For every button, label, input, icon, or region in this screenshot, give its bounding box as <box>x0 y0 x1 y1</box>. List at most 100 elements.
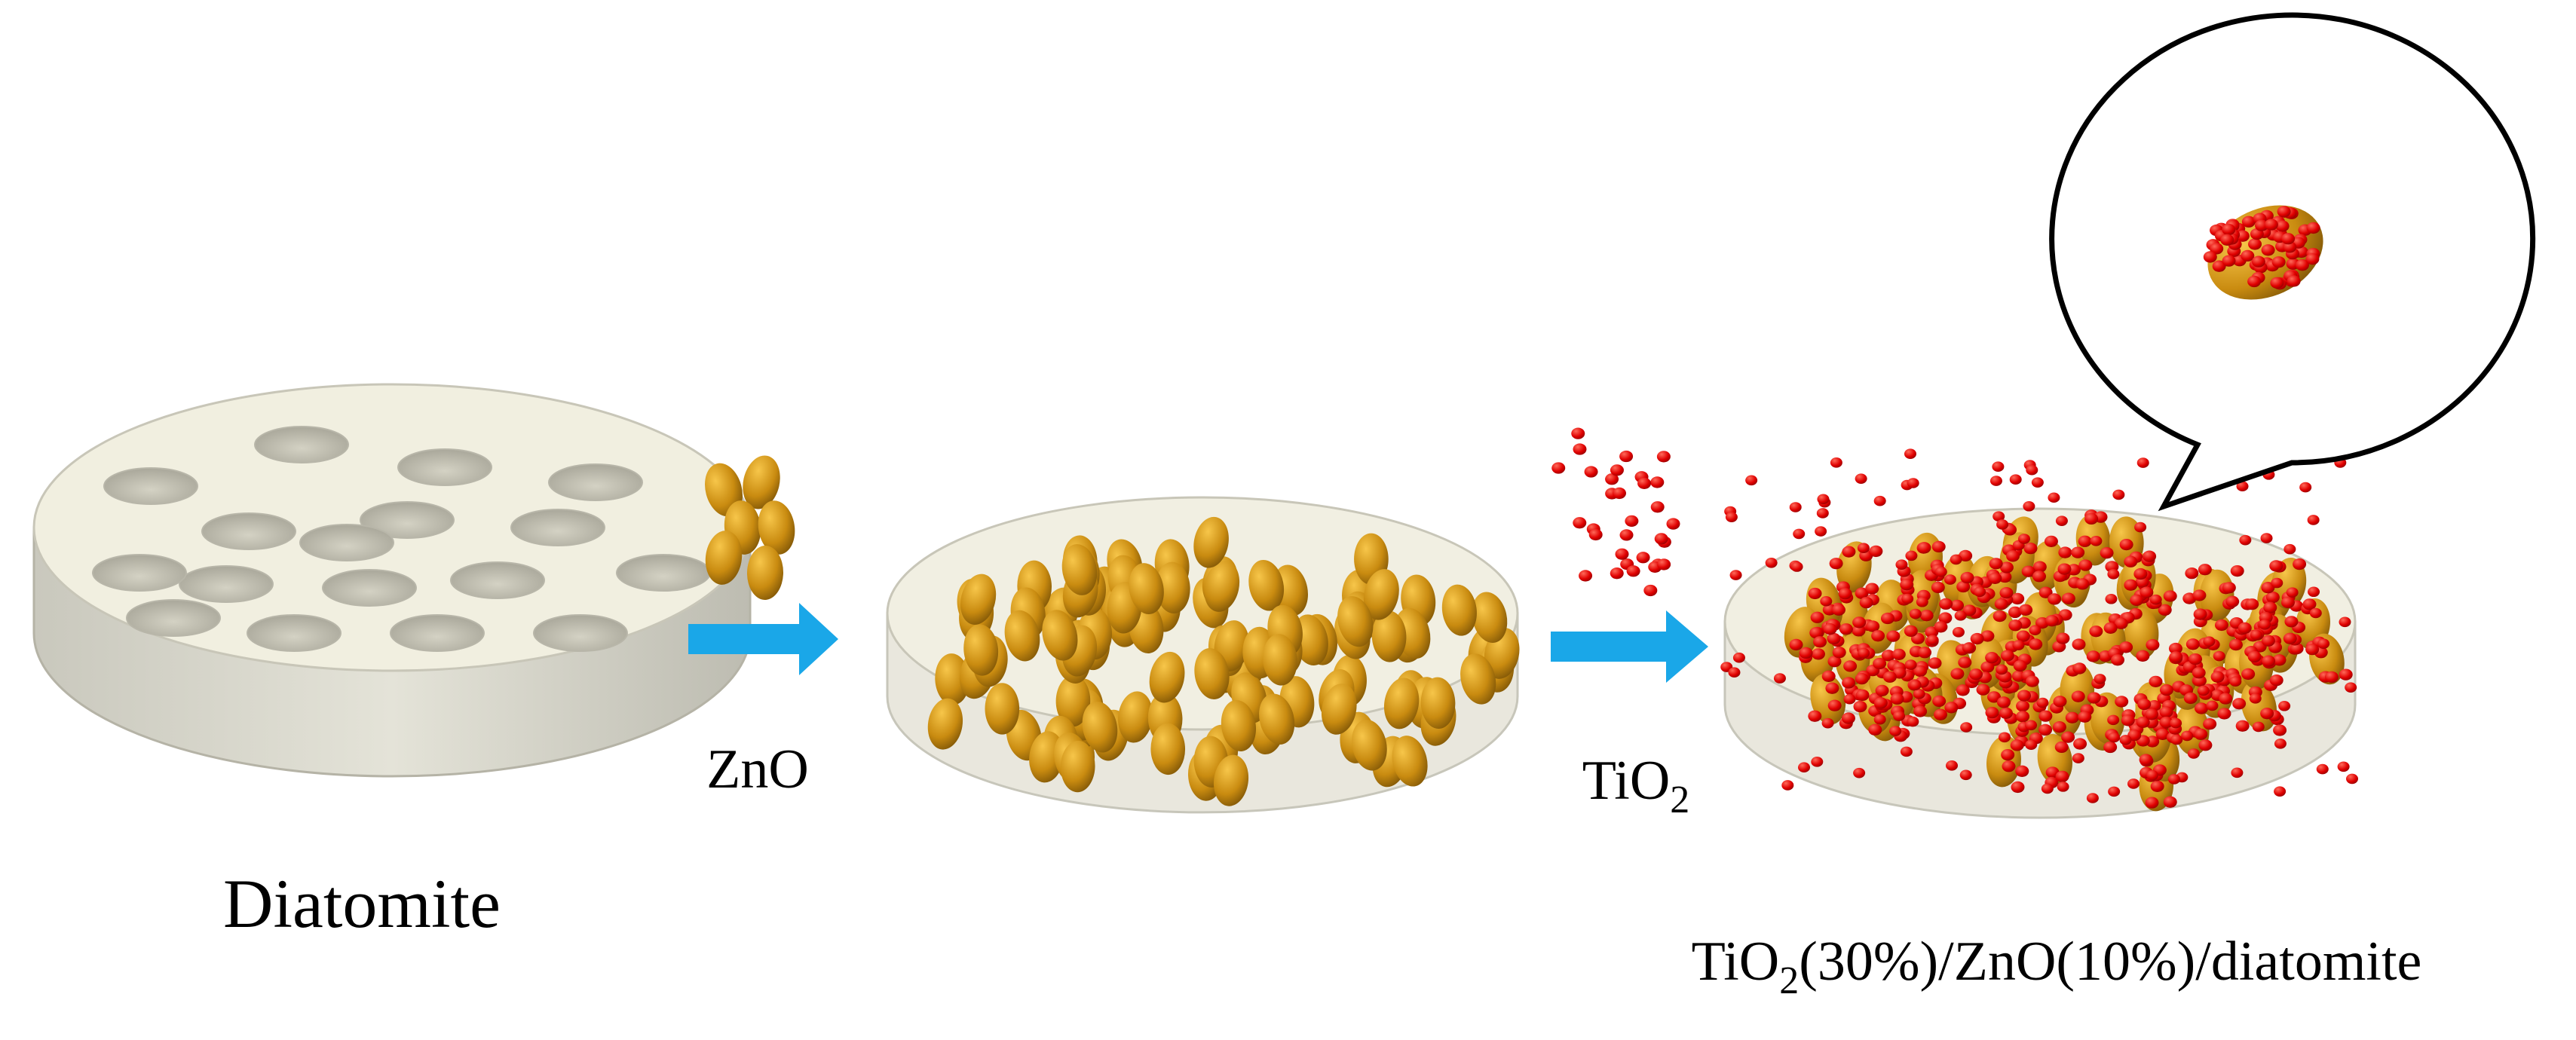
tio2-particle <box>2087 692 2101 704</box>
tio2-particle <box>2250 629 2262 641</box>
zno-particle <box>1221 700 1257 752</box>
tio2-particle <box>1956 684 1970 696</box>
tio2-particle <box>2185 567 2199 580</box>
tio2-particle <box>2029 625 2042 636</box>
tio2-particle <box>1579 570 1593 582</box>
tio2-particle <box>1931 540 1946 553</box>
tio2-particle <box>1996 519 2009 530</box>
tio2-particle <box>2025 675 2039 687</box>
tio2-particle <box>2159 684 2173 696</box>
tio2-particle <box>2145 708 2159 720</box>
tio2-particle <box>2247 650 2262 663</box>
tio2-particle <box>1939 598 1953 610</box>
tio2-particle <box>2217 708 2231 720</box>
tio2-particle <box>2149 675 2163 687</box>
tio2-particle <box>1852 616 1867 629</box>
tio2-particle <box>1954 610 1967 621</box>
pore <box>360 501 455 539</box>
tio2-sub: 2 <box>1670 778 1689 821</box>
tio2-particle <box>2193 608 2207 620</box>
tio2-particle <box>1732 652 1745 663</box>
tio2-particle <box>1880 612 1894 625</box>
tio2-particle <box>2220 234 2234 246</box>
tio2-particle <box>2045 615 2059 627</box>
tio2-particle <box>1571 427 1585 439</box>
tio2-particle <box>1811 648 1825 660</box>
zno-particle <box>1472 592 1508 644</box>
tio2-particle <box>1873 495 1886 506</box>
tio2-particle <box>1934 621 1948 633</box>
zno-particle <box>1155 561 1190 614</box>
tio2-particle <box>1886 630 1901 642</box>
zno-particle <box>1149 651 1185 703</box>
tio2-particle <box>1637 477 1652 490</box>
tio2-particles <box>1551 427 1680 597</box>
tio2-particle <box>2222 223 2236 236</box>
tio2-particle <box>2269 560 2283 572</box>
product-sub: 2 <box>1779 959 1799 1002</box>
tio2-particle <box>1588 528 1603 541</box>
tio2-particle <box>2107 569 2120 580</box>
tio2-particle <box>1959 769 1972 781</box>
tio2-particle <box>1821 717 1834 729</box>
tio2-particle <box>2002 760 2016 772</box>
zno-particle <box>1383 678 1420 730</box>
tio2-particle <box>1989 558 2003 570</box>
tio2-particle <box>1891 648 1906 661</box>
tio2-particle <box>1551 462 1566 474</box>
tio2-particle <box>2194 728 2208 740</box>
tio2-particle <box>2133 567 2148 580</box>
tio2-particle <box>1958 656 1972 668</box>
tio2-particle <box>2146 639 2160 651</box>
tio2-particle <box>1825 682 1839 694</box>
pore <box>510 509 605 546</box>
zno-particle <box>1061 544 1098 595</box>
zno-particle <box>743 455 780 509</box>
tio2-particle <box>1960 722 1973 733</box>
tio2-particle <box>2078 711 2092 723</box>
tio2-particle <box>1656 451 1671 463</box>
tio2-particle <box>2139 754 2153 766</box>
tio2-particle <box>2345 682 2357 693</box>
tio2-particle <box>2032 561 2047 573</box>
tio2-particle <box>2146 769 2159 781</box>
tio2-particle <box>1821 670 1836 682</box>
tio2-particle <box>1808 587 1822 600</box>
tio2-particle <box>1928 657 1942 669</box>
tio2-particle <box>2168 642 2182 655</box>
tio2-particle <box>2284 616 2299 628</box>
tio2-particle <box>1988 572 2002 585</box>
tio2-particle <box>1815 526 1827 537</box>
tio2-particle <box>1893 711 1906 721</box>
tio2-particle <box>1829 558 1843 570</box>
tio2-particle <box>2073 738 2087 750</box>
tio2-particle <box>1976 684 1990 696</box>
zno-particle <box>1029 731 1064 783</box>
tio2-particle <box>1938 612 1953 624</box>
tio2-particle <box>2119 641 2133 653</box>
zno-particle <box>1263 634 1297 686</box>
zno-particle <box>1213 754 1249 806</box>
tio2-particle <box>1793 528 1806 540</box>
tio2-particle <box>2053 696 2067 708</box>
tio2-particle <box>2305 644 2320 656</box>
tio2-particle <box>2086 793 2099 803</box>
tio2-particle <box>1950 668 1965 680</box>
tio2-particle <box>1992 610 2007 622</box>
tio2-particle <box>2238 622 2252 635</box>
tio2-particle <box>2019 604 2033 616</box>
tio2-particle <box>2057 563 2072 575</box>
tio2-particle <box>1843 660 1858 672</box>
tio2-particle <box>2136 457 2149 468</box>
pore <box>201 512 296 550</box>
tio2-particle <box>1916 596 1928 607</box>
tio2-particle <box>2250 228 2264 240</box>
zno-particle <box>1129 563 1164 615</box>
tio2-particle <box>2017 534 2030 544</box>
tio2-particle <box>2055 770 2069 782</box>
zno-particle <box>963 624 999 676</box>
tio2-particle <box>2293 558 2307 570</box>
tio2-particle <box>1789 502 1802 512</box>
tio2-particle <box>1907 478 1919 488</box>
pore <box>450 561 545 599</box>
